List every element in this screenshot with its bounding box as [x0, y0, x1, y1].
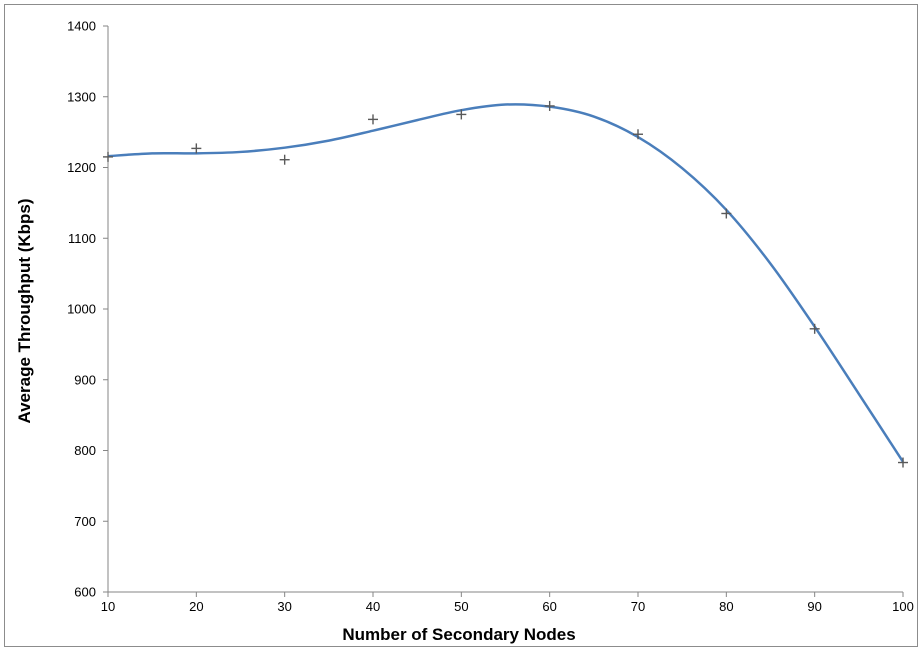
x-tick-label: 50	[454, 599, 468, 614]
x-axis-title: Number of Secondary Nodes	[342, 625, 575, 644]
data-points	[103, 100, 908, 468]
data-point	[191, 143, 202, 154]
x-tick-label: 10	[101, 599, 115, 614]
y-tick-label: 800	[74, 443, 96, 458]
x-ticks: 10 20 30 40 50 60 70 80 90 100	[101, 592, 914, 614]
data-point	[633, 129, 643, 140]
data-point	[721, 208, 732, 219]
data-point	[103, 151, 113, 162]
y-tick-label: 1000	[67, 302, 96, 317]
y-tick-label: 1100	[68, 231, 96, 246]
y-ticks: 600 700 800 900 1000 1100 1200 1300 1400	[67, 19, 108, 600]
x-tick-label: 80	[719, 599, 733, 614]
x-tick-label: 60	[542, 599, 556, 614]
y-axis-title: Average Throughput (Kbps)	[15, 198, 34, 423]
axes	[107, 26, 903, 593]
y-tick-label: 1400	[67, 19, 96, 34]
x-tick-label: 40	[366, 599, 380, 614]
polynomial-trendline	[107, 103, 905, 463]
x-tick-label: 100	[892, 599, 914, 614]
y-tick-label: 1200	[67, 160, 96, 175]
data-point	[898, 457, 908, 468]
data-point	[456, 109, 467, 120]
y-tick-label: 1300	[67, 89, 96, 104]
y-tick-label: 700	[74, 514, 96, 529]
x-tick-label: 20	[189, 599, 203, 614]
data-point	[279, 154, 290, 165]
data-point	[544, 100, 555, 111]
x-tick-label: 30	[277, 599, 291, 614]
data-point	[809, 323, 820, 334]
data-point	[368, 114, 378, 125]
y-tick-label: 600	[74, 585, 96, 600]
x-tick-label: 70	[631, 599, 645, 614]
y-tick-label: 900	[74, 372, 96, 387]
x-tick-label: 90	[807, 599, 821, 614]
